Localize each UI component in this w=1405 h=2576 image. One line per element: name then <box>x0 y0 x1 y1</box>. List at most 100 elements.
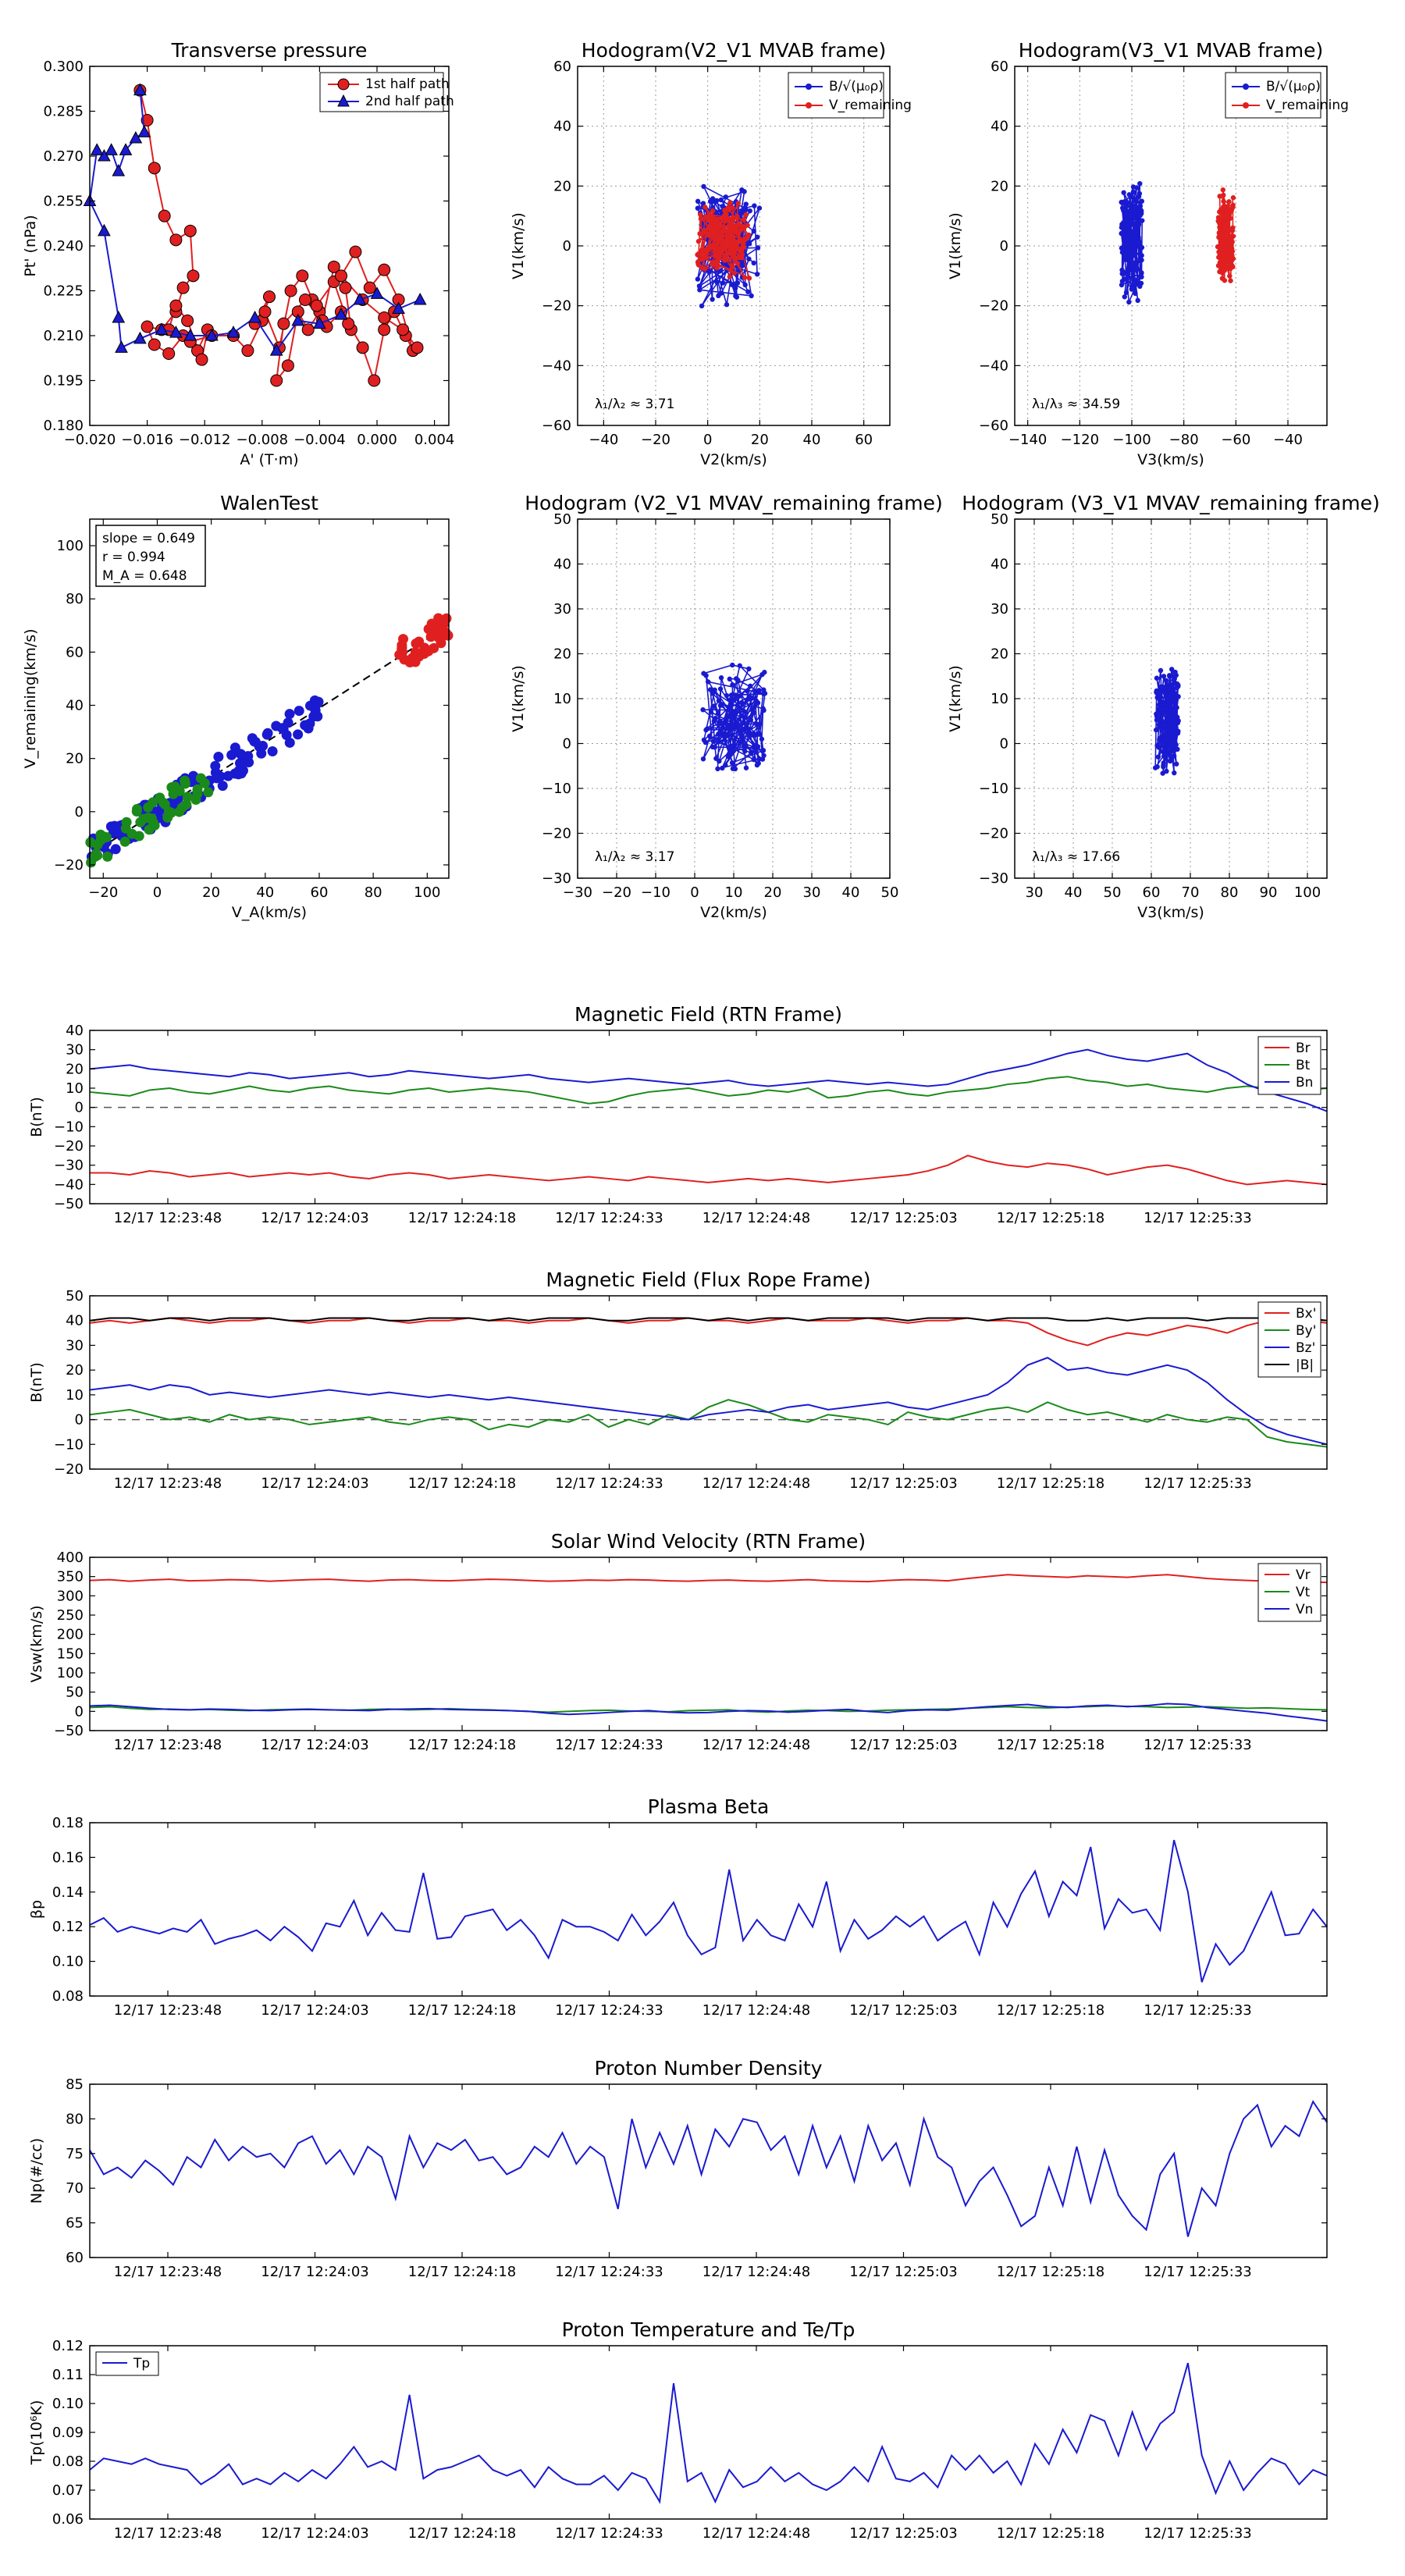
x-tick-label: 100 <box>1294 884 1321 901</box>
x-tick-label: 20 <box>751 432 769 448</box>
hodogram-point <box>724 721 730 728</box>
hodogram-point <box>1160 712 1165 717</box>
x-tick-label: 12/17 12:25:18 <box>997 2525 1104 2542</box>
hodogram-point <box>1226 199 1232 205</box>
data-point <box>296 269 309 283</box>
hodogram-point <box>751 710 757 716</box>
hodogram-point <box>727 250 733 255</box>
chart-title: Magnetic Field (RTN Frame) <box>574 1003 842 1026</box>
y-tick-label: 0.240 <box>43 238 84 254</box>
hodogram-point <box>1164 768 1169 774</box>
walen-point <box>176 802 187 813</box>
walen-point <box>429 642 439 653</box>
hodogram-point <box>752 688 758 695</box>
x-tick-label: 12/17 12:24:03 <box>261 1210 368 1226</box>
hodogram-point <box>707 687 713 692</box>
hodogram-point <box>729 282 735 287</box>
axes-frame <box>89 1822 1328 1997</box>
hodogram-point <box>1228 278 1233 283</box>
hodogram-point <box>713 217 720 222</box>
hodogram-point <box>1139 270 1144 276</box>
hodogram-point <box>714 197 720 204</box>
hodogram-point <box>1133 290 1138 297</box>
x-tick-label: −10 <box>641 884 670 901</box>
hodogram-point <box>1221 192 1226 198</box>
data-point <box>299 294 311 306</box>
hodogram-point <box>710 297 715 302</box>
y-tick-label: 100 <box>57 538 84 554</box>
legend: 1st half path 2nd half path <box>319 72 454 112</box>
x-tick-label: 90 <box>1260 884 1278 901</box>
hodogram-point <box>747 208 752 214</box>
y-tick-label: −20 <box>542 298 571 315</box>
hodogram-point <box>761 707 767 713</box>
hodogram-point <box>1176 694 1181 699</box>
x-tick-label: 20 <box>202 884 220 901</box>
legend-label: Vr <box>1296 1567 1311 1583</box>
x-axis-label: A' (T·m) <box>240 451 298 468</box>
hodogram-point <box>726 256 731 262</box>
legend-label: Bn <box>1296 1075 1313 1091</box>
hodogram-point <box>742 275 748 280</box>
x-tick-label: 12/17 12:23:48 <box>114 2002 222 2019</box>
x-tick-label: 12/17 12:24:33 <box>555 1475 663 1492</box>
legend-label: |B| <box>1296 1357 1314 1373</box>
hodogram-point <box>748 717 754 723</box>
hodogram-point <box>1133 251 1138 257</box>
hodogram-point <box>1121 190 1126 195</box>
data-point <box>258 305 272 318</box>
hodogram-point <box>1129 286 1134 292</box>
hodogram-point <box>715 264 720 269</box>
hodogram-point <box>735 261 741 266</box>
y-axis-label: V1(km/s) <box>947 212 964 279</box>
hodogram-point <box>717 703 724 708</box>
eigen-ratio-annotation: λ₁/λ₃ ≈ 17.66 <box>1032 849 1120 865</box>
hodogram-point <box>728 702 734 708</box>
x-tick-label: 10 <box>725 884 743 901</box>
y-tick-label: 0 <box>563 736 571 753</box>
hodogram-point <box>702 205 708 210</box>
y-tick-label: 250 <box>57 1607 84 1624</box>
walen-point <box>433 632 444 643</box>
y-tick-label: 50 <box>553 511 571 528</box>
x-tick-label: 12/17 12:24:18 <box>408 1210 516 1226</box>
x-tick-label: −20 <box>641 432 670 448</box>
x-tick-label: 100 <box>414 884 440 901</box>
y-tick-label: −40 <box>54 1176 84 1193</box>
hodogram-point <box>1153 727 1159 733</box>
data-point <box>291 313 305 326</box>
hodogram-point <box>720 765 725 771</box>
hodogram-point <box>1137 180 1143 187</box>
hodogram-point <box>746 276 752 281</box>
walen-point <box>199 777 210 788</box>
hodogram-point <box>1159 739 1165 745</box>
hodogram-point <box>1128 208 1133 214</box>
hodogram-point <box>728 696 734 703</box>
hodogram-point <box>1221 198 1226 205</box>
hodogram-point <box>751 756 756 763</box>
legend-marker <box>806 84 812 90</box>
eigen-ratio-annotation: λ₁/λ₂ ≈ 3.71 <box>595 397 674 412</box>
x-tick-label: 60 <box>1143 884 1161 901</box>
hodogram-point <box>713 715 718 721</box>
hodogram-point <box>734 724 739 730</box>
hodogram-point <box>723 194 729 200</box>
hodogram-point <box>699 247 705 254</box>
data-point <box>148 162 161 175</box>
hodogram-point <box>1215 244 1221 250</box>
x-tick-label: 12/17 12:24:18 <box>408 2264 516 2280</box>
chart-8: −50 0 50 100 150 200 250 300 350 400 12/17 12:23:4… <box>28 1530 1328 1753</box>
hodogram-point <box>1161 721 1167 728</box>
legend-label: B/√(μ₀ρ) <box>1266 79 1321 94</box>
hodogram-point <box>748 683 753 689</box>
walen-point <box>143 813 154 824</box>
walen-point <box>303 721 314 732</box>
hodogram-point <box>756 756 762 762</box>
hodogram-point <box>759 736 765 742</box>
y-tick-label: 60 <box>66 2250 84 2266</box>
x-tick-label: 12/17 12:24:03 <box>261 2525 368 2542</box>
hodogram-point <box>1158 715 1163 721</box>
x-tick-label: −120 <box>1061 432 1099 448</box>
chart-title: Solar Wind Velocity (RTN Frame) <box>551 1530 866 1553</box>
y-axis-label: V1(km/s) <box>510 212 527 279</box>
